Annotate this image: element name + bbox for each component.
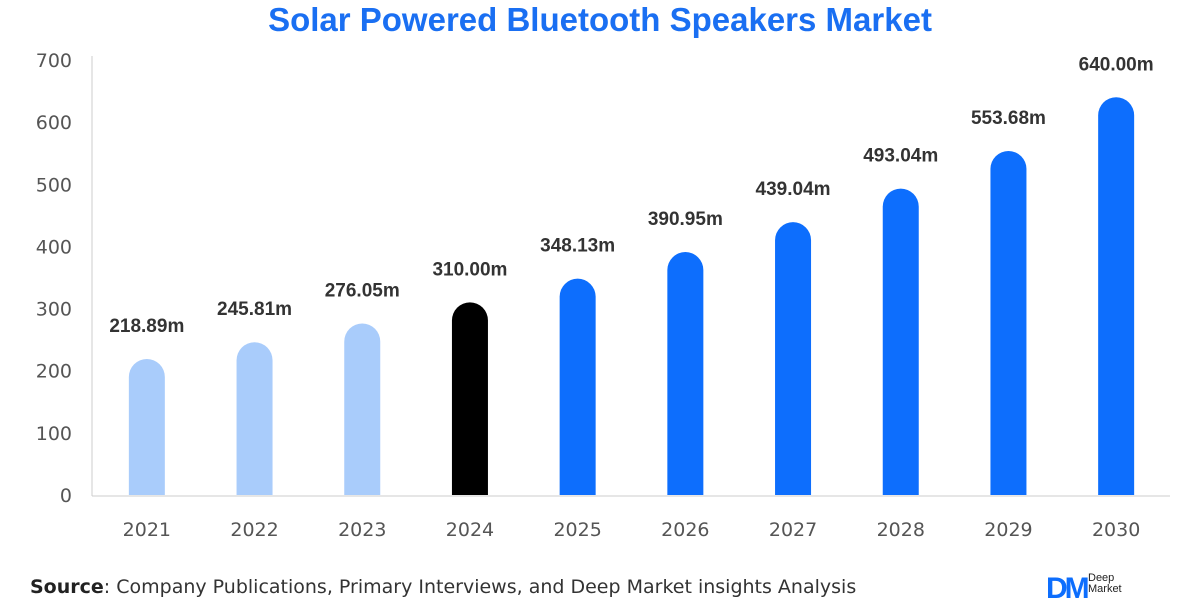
bars-group xyxy=(128,97,1135,496)
y-tick-label: 400 xyxy=(36,236,72,258)
y-tick-label: 500 xyxy=(36,174,72,196)
y-tick-label: 300 xyxy=(36,299,72,321)
x-tick-label: 2030 xyxy=(1092,519,1140,541)
bar-2021 xyxy=(128,358,165,495)
logo-mark: DM xyxy=(1046,572,1090,605)
y-tick-label: 0 xyxy=(60,485,72,507)
x-tick-label: 2028 xyxy=(877,519,925,541)
bar-2027 xyxy=(775,222,812,495)
bar-2024 xyxy=(451,302,488,495)
bar-2023 xyxy=(344,323,381,495)
x-tick-label: 2022 xyxy=(230,519,278,541)
data-label: 640.00m xyxy=(1079,54,1154,75)
data-label: 553.68m xyxy=(971,108,1046,129)
bar-2029 xyxy=(990,150,1027,495)
data-label: 245.81m xyxy=(217,299,292,320)
data-label: 390.95m xyxy=(648,209,723,230)
bar-2022 xyxy=(236,342,273,495)
source-note: Source: Company Publications, Primary In… xyxy=(30,576,856,598)
bar-2028 xyxy=(882,188,919,496)
data-label: 276.05m xyxy=(325,280,400,301)
logo-name-line1: Deep xyxy=(1088,572,1115,584)
y-tick-label: 700 xyxy=(36,50,72,72)
data-label: 310.00m xyxy=(432,259,507,280)
x-tick-label: 2026 xyxy=(661,519,709,541)
logo-name: Deep Market xyxy=(1088,573,1122,595)
data-labels-group: 218.89m 245.81m 276.05m 310.00m 348.13m 390.9… xyxy=(109,54,1153,337)
source-label: Source xyxy=(30,576,104,598)
source-text: : Company Publications, Primary Intervie… xyxy=(103,576,857,598)
bar-2026 xyxy=(667,252,704,495)
x-tick-label: 2025 xyxy=(553,519,601,541)
chart-title: Solar Powered Bluetooth Speakers Market xyxy=(268,1,932,38)
x-tick-label: 2024 xyxy=(446,519,494,541)
x-tick-label: 2027 xyxy=(769,519,817,541)
logo-name-line2: Market xyxy=(1088,583,1122,595)
data-label: 439.04m xyxy=(756,179,831,200)
x-tick-label: 2021 xyxy=(123,519,171,541)
brand-logo: DM Deep Market xyxy=(1046,572,1186,604)
y-tick-label: 200 xyxy=(36,361,72,383)
y-tick-label: 100 xyxy=(36,423,72,445)
x-tick-label: 2023 xyxy=(338,519,386,541)
x-tick-label: 2029 xyxy=(984,519,1032,541)
data-label: 493.04m xyxy=(863,146,938,167)
bar-2030 xyxy=(1098,97,1135,496)
bar-2025 xyxy=(559,278,596,495)
x-axis: 2021 2022 2023 2024 2025 2026 2027 2028 2029 2030 xyxy=(92,495,1170,541)
y-axis: 0 100 200 300 400 500 600 700 xyxy=(36,50,93,507)
data-label: 348.13m xyxy=(540,236,615,257)
y-tick-label: 600 xyxy=(36,112,72,134)
data-label: 218.89m xyxy=(109,316,184,337)
